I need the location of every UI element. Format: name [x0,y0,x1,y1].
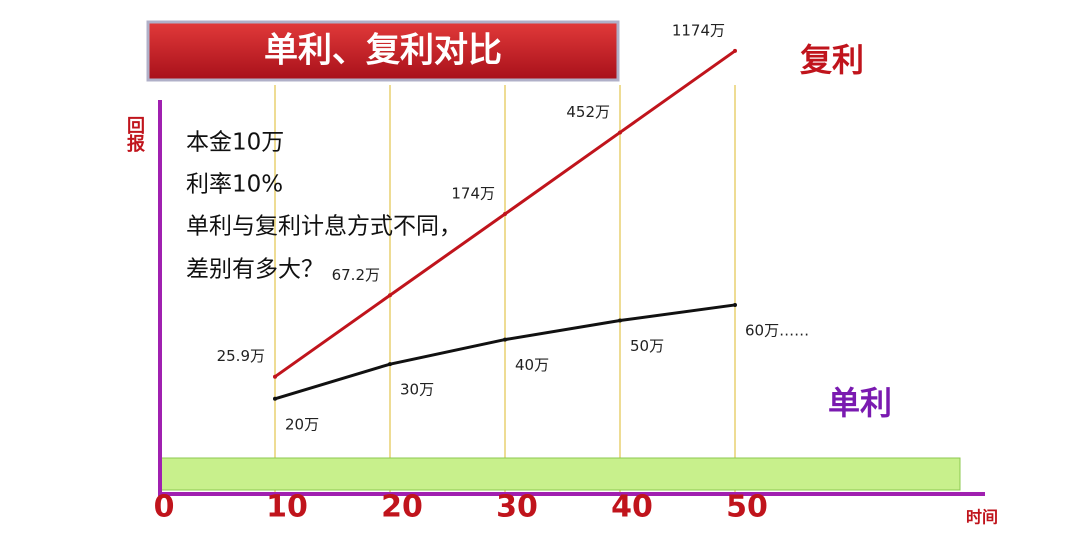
value-label: 25.9万 [217,347,265,365]
note: 单利与复利计息方式不同， [186,214,462,240]
y-axis-label: 回报 [124,116,145,153]
point [618,130,622,135]
value-label: 40万 [515,356,549,374]
point [503,212,507,217]
note: 利率10% [186,172,283,198]
x-tick-label: 20 [381,490,423,525]
point [733,48,737,53]
note: 本金10万 [186,130,284,156]
x-tick-label: 0 [154,490,175,525]
x-tick-label: 10 [266,490,308,525]
x-tick-label: 40 [611,490,653,525]
note: 差别有多大？ [186,257,324,283]
title-box [146,20,620,82]
point [273,396,277,401]
value-label: 174万 [451,185,495,203]
chart-title: 单利、复利对比 [264,31,502,71]
point [388,362,392,367]
point [503,337,507,342]
point [388,293,392,298]
point [733,302,737,307]
point [618,318,622,323]
value-label: 60万…… [745,321,809,339]
value-label: 452万 [566,103,610,121]
legend-label: 复利 [800,41,864,79]
value-label: 30万 [400,381,434,399]
legend-label: 单利 [828,384,892,422]
principal-band [159,457,961,491]
point [273,374,277,379]
value-label: 20万 [285,415,319,433]
value-label: 1174万 [672,21,725,39]
value-label: 67.2万 [332,266,380,284]
x-axis-label: 时间 [966,508,998,527]
x-tick-label: 50 [726,490,768,525]
value-label: 50万 [630,337,664,355]
x-tick-label: 30 [496,490,538,525]
